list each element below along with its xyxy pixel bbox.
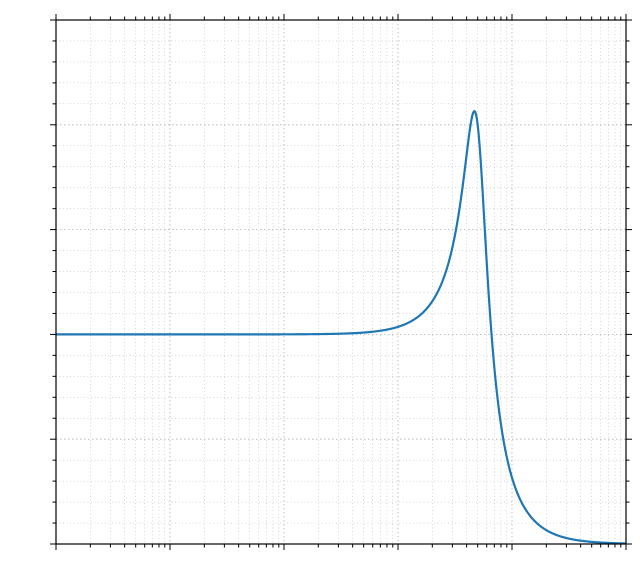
frequency-response-chart (0, 0, 640, 584)
